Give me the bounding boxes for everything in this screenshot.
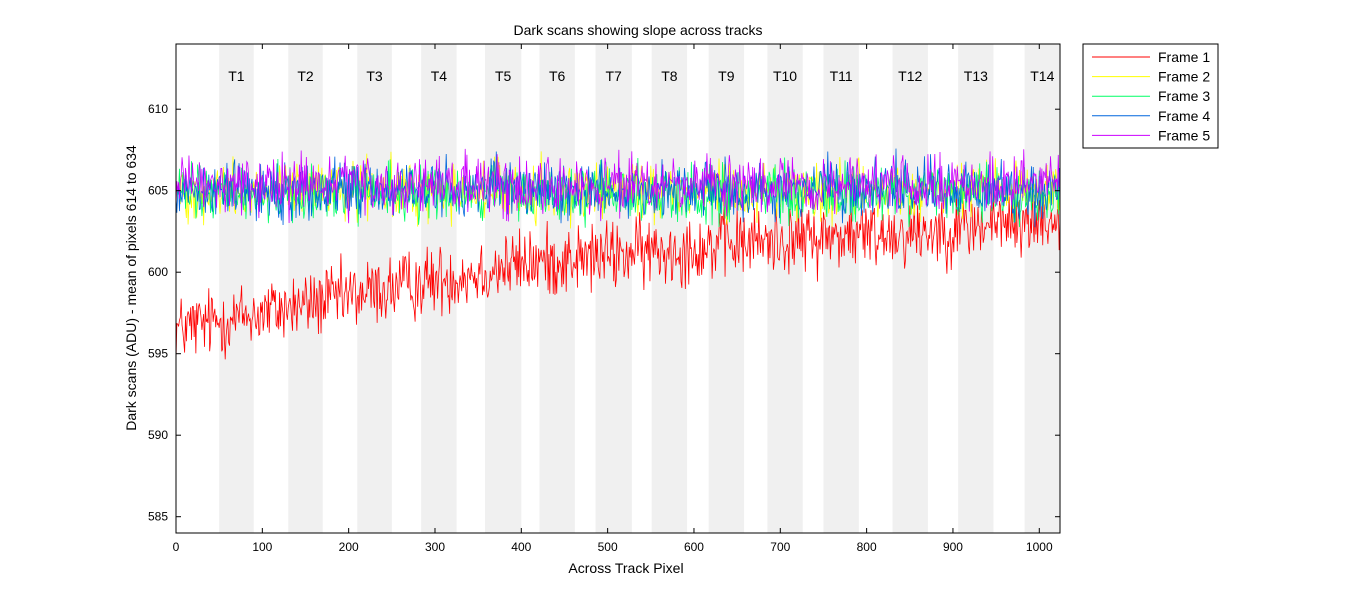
legend-label: Frame 5 <box>1158 127 1210 143</box>
track-label: T12 <box>898 68 922 84</box>
track-label: T7 <box>606 68 623 84</box>
x-axis-label: Across Track Pixel <box>568 560 683 576</box>
legend: Frame 1 Frame 2 Frame 3 Frame 4 Frame 5 <box>1082 43 1219 149</box>
track-band-t9 <box>708 44 745 533</box>
y-axis-label: Dark scans (ADU) - mean of pixels 614 to… <box>123 145 139 431</box>
legend-label: Frame 3 <box>1158 88 1210 104</box>
plot-frame <box>175 43 1061 534</box>
x-tick-label: 300 <box>425 540 445 554</box>
track-band-t14 <box>1024 44 1060 533</box>
legend-label: Frame 1 <box>1158 49 1210 65</box>
x-tick-label: 200 <box>339 540 359 554</box>
track-label: T13 <box>964 68 988 84</box>
series-line-5 <box>175 148 1061 224</box>
x-tick-label: 1000 <box>1026 540 1053 554</box>
y-tick-label: 605 <box>148 184 168 198</box>
y-tick-label: 610 <box>148 102 168 116</box>
track-label: T1 <box>228 68 245 84</box>
chart-title: Dark scans showing slope across tracks <box>514 22 763 38</box>
track-label: T10 <box>773 68 797 84</box>
x-tick-label: 900 <box>943 540 963 554</box>
track-band-t10 <box>767 44 803 533</box>
track-band-t12 <box>892 44 928 533</box>
x-tick-label: 600 <box>684 540 704 554</box>
x-tick-label: 700 <box>770 540 790 554</box>
x-tick-label: 100 <box>252 540 272 554</box>
track-band-t4 <box>421 44 457 533</box>
y-tick-label: 600 <box>148 265 168 279</box>
track-label: T2 <box>297 68 314 84</box>
x-axis: 0 100 200 300 400 500 600 700 800 900 1000 <box>173 44 1053 554</box>
track-label: T5 <box>495 68 512 84</box>
track-band-t8 <box>651 44 688 533</box>
track-label: T9 <box>718 68 735 84</box>
y-axis: 585 590 595 600 605 610 <box>148 102 1060 524</box>
x-tick-label: 800 <box>857 540 877 554</box>
track-label: T4 <box>431 68 448 84</box>
series-line-4 <box>175 148 1061 228</box>
x-tick-label: 500 <box>598 540 618 554</box>
track-label: T14 <box>1030 68 1054 84</box>
track-label: T6 <box>549 68 566 84</box>
track-band-t1 <box>219 44 254 533</box>
series-lines <box>175 148 1061 362</box>
track-label: T3 <box>366 68 383 84</box>
series-line-1 <box>175 183 1061 362</box>
x-tick-label: 400 <box>511 540 531 554</box>
y-tick-label: 595 <box>148 347 168 361</box>
track-label: T8 <box>661 68 678 84</box>
track-band-t11 <box>823 44 859 533</box>
track-labels: T1 T2 T3 T4 T5 T6 T7 T8 T9 T10 T11 T12 T13 T14 <box>228 68 1054 84</box>
y-tick-label: 585 <box>148 510 168 524</box>
track-band-t7 <box>595 44 632 533</box>
track-label: T11 <box>830 68 853 84</box>
legend-label: Frame 2 <box>1158 69 1210 85</box>
track-band-t5 <box>485 44 522 533</box>
x-tick-label: 0 <box>173 540 180 554</box>
track-band-t13 <box>958 44 994 533</box>
y-tick-label: 590 <box>148 428 168 442</box>
legend-label: Frame 4 <box>1158 108 1210 124</box>
